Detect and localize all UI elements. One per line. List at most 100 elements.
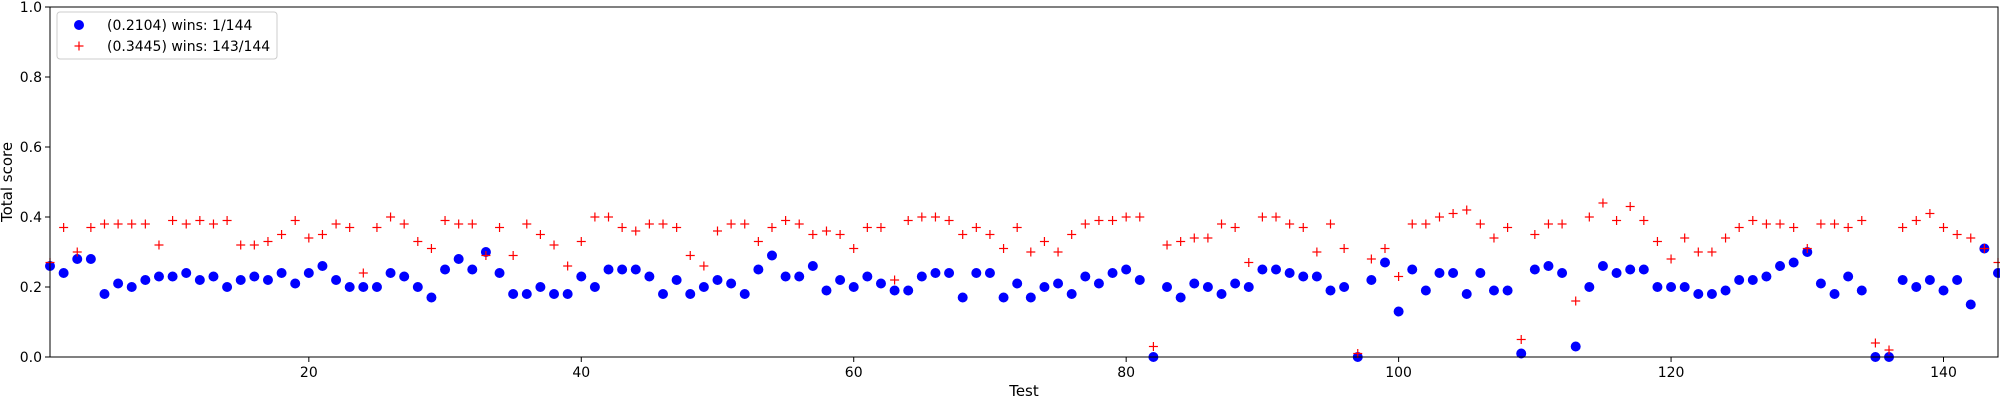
point-series-2 [930, 212, 940, 222]
point-series-2 [590, 212, 600, 222]
point-series-2 [1257, 212, 1267, 222]
point-series-2 [1625, 202, 1635, 211]
point-series-2 [821, 226, 831, 236]
point-series-2 [1639, 216, 1649, 225]
point-series-1 [1121, 264, 1132, 275]
point-series-2 [440, 216, 450, 225]
point-series-1 [344, 282, 355, 292]
point-series-2 [1966, 233, 1976, 243]
point-series-1 [494, 268, 505, 278]
point-series-1 [1189, 278, 1200, 289]
point-series-1 [1843, 271, 1854, 282]
point-series-2 [1108, 216, 1118, 225]
point-series-2 [753, 237, 763, 246]
point-series-2 [1857, 216, 1867, 225]
point-series-2 [1612, 216, 1622, 225]
point-series-2 [1925, 209, 1935, 218]
point-series-2 [1939, 223, 1949, 232]
point-series-2 [672, 223, 682, 232]
point-series-1 [1734, 275, 1745, 285]
point-series-1 [1393, 306, 1404, 317]
point-series-2 [781, 216, 791, 225]
point-series-1 [317, 261, 328, 271]
point-series-1 [126, 282, 137, 292]
point-series-1 [1230, 278, 1241, 289]
point-series-2 [1503, 223, 1513, 232]
point-series-1 [998, 292, 1009, 303]
point-series-2 [1434, 212, 1444, 222]
point-series-1 [1761, 271, 1772, 282]
point-series-2 [317, 230, 327, 239]
point-series-2 [808, 230, 818, 239]
point-series-1 [1025, 292, 1036, 303]
point-series-1 [194, 275, 205, 285]
point-series-2 [1952, 230, 1962, 239]
point-series-2 [1761, 219, 1771, 229]
point-series-1 [521, 289, 532, 299]
x-tick-label: 80 [1117, 365, 1135, 381]
point-series-1 [1162, 282, 1173, 292]
point-series-2 [1816, 219, 1826, 229]
point-series-1 [984, 268, 995, 278]
point-series-1 [698, 282, 709, 292]
point-series-1 [1502, 285, 1513, 296]
point-series-2 [767, 223, 777, 232]
point-series-2 [1339, 244, 1349, 253]
point-series-1 [848, 282, 859, 292]
point-series-1 [1066, 289, 1077, 299]
point-series-1 [303, 268, 314, 278]
point-series-1 [467, 264, 478, 275]
point-series-1 [1775, 261, 1786, 271]
point-series-1 [1965, 299, 1976, 310]
point-series-2 [236, 240, 246, 250]
point-series-2 [726, 219, 736, 229]
point-series-2 [1312, 247, 1322, 257]
point-series-1 [1053, 278, 1064, 289]
point-series-2 [1148, 342, 1158, 351]
point-series-2 [1421, 219, 1431, 229]
point-series-2 [222, 216, 232, 225]
y-tick-label: 0.8 [20, 70, 42, 86]
point-series-1 [1584, 282, 1595, 292]
point-series-1 [371, 282, 382, 292]
point-series-1 [1284, 268, 1295, 278]
point-series-1 [181, 268, 192, 278]
point-series-1 [916, 271, 927, 282]
point-series-2 [1666, 254, 1676, 264]
point-series-1 [1543, 261, 1554, 271]
point-series-2 [1094, 216, 1104, 225]
point-series-2 [617, 223, 627, 232]
y-tick-label: 0.6 [20, 140, 42, 156]
point-series-1 [889, 285, 900, 296]
point-series-1 [1516, 348, 1527, 359]
point-series-1 [794, 271, 805, 282]
point-series-2 [1448, 209, 1458, 218]
point-series-2 [454, 219, 464, 229]
point-series-1 [1325, 285, 1336, 296]
point-series-1 [562, 289, 573, 299]
point-series-2 [903, 216, 913, 225]
point-series-2 [1462, 205, 1472, 215]
point-series-2 [113, 219, 123, 229]
point-series-1 [1570, 341, 1581, 352]
point-series-1 [276, 268, 287, 278]
x-tick-label: 20 [300, 365, 318, 381]
point-series-1 [113, 278, 124, 289]
point-series-1 [1039, 282, 1050, 292]
point-series-2 [1230, 223, 1240, 232]
x-axis-ticks: 20 40 60 80 100 120 140 [300, 357, 1957, 381]
point-series-2 [1394, 272, 1404, 281]
point-series-1 [385, 268, 396, 278]
point-series-2 [1366, 254, 1376, 264]
y-tick-label: 0.4 [20, 210, 42, 226]
point-series-2 [1176, 237, 1186, 246]
y-tick-label: 0.2 [20, 280, 42, 296]
point-series-2 [154, 240, 164, 250]
point-series-2 [495, 223, 505, 232]
point-series-2 [1217, 219, 1227, 229]
point-series-1 [1107, 268, 1118, 278]
point-series-2 [413, 237, 423, 246]
point-series-2 [426, 244, 436, 253]
point-series-2 [740, 219, 750, 229]
point-series-1 [535, 282, 546, 292]
